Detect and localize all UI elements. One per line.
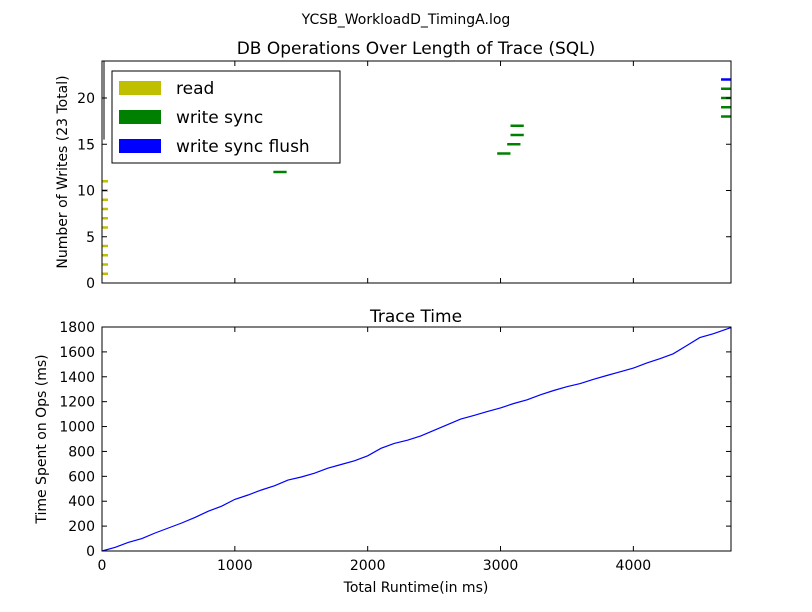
legend-label-read: read	[176, 79, 214, 99]
trace-time-x-tick-label-4: 4000	[616, 558, 652, 574]
trace-time-axes: 0 200 400 600 800 1000 1200 1400 1600 1800 0 1000 20…	[59, 320, 731, 574]
figure-suptitle: YCSB_WorkloadD_TimingA.log	[301, 12, 511, 28]
trace-time-y-tick-label-7: 1400	[59, 370, 95, 386]
operations-y-tick-label-1: 5	[86, 230, 95, 246]
operations-chart-title: DB Operations Over Length of Trace (SQL)	[237, 39, 596, 59]
legend-label-write-sync-flush: write sync flush	[176, 137, 310, 157]
trace-time-y-tick-label-1: 200	[68, 519, 95, 535]
operations-y-tick-label-4: 20	[77, 91, 95, 107]
trace-time-x-tick-label-1: 1000	[217, 558, 253, 574]
trace-time-chart-title: Trace Time	[369, 307, 462, 327]
trace-time-x-axis-label: Total Runtime(in ms)	[343, 580, 489, 596]
trace-time-x-tick-label-2: 2000	[350, 558, 386, 574]
legend-swatch-write-sync	[119, 110, 161, 124]
trace-time-plot-area	[101, 327, 732, 552]
legend-swatch-read	[119, 81, 161, 95]
trace-time-y-tick-label-0: 0	[86, 544, 95, 560]
legend-swatch-write-sync-flush	[119, 139, 161, 153]
trace-time-x-tick-label-0: 0	[98, 558, 107, 574]
trace-time-subplot: Trace Time Time Spent on Ops (ms) Total …	[34, 307, 732, 596]
trace-time-y-tick-label-9: 1800	[59, 320, 95, 336]
operations-y-tick-label-2: 10	[77, 184, 95, 200]
operations-y-axis-label: Number of Writes (23 Total)	[55, 75, 71, 268]
operations-subplot: DB Operations Over Length of Trace (SQL)…	[55, 39, 732, 292]
trace-time-y-tick-label-6: 1200	[59, 395, 95, 411]
trace-time-y-axis-label: Time Spent on Ops (ms)	[34, 354, 50, 524]
operations-y-tick-label-0: 0	[86, 276, 95, 292]
legend: read write sync write sync flush	[111, 70, 341, 164]
legend-label-write-sync: write sync	[176, 108, 263, 128]
trace-time-y-tick-label-3: 600	[68, 469, 95, 485]
trace-time-line-0	[101, 327, 732, 552]
trace-time-y-tick-label-2: 400	[68, 494, 95, 510]
trace-time-axes-frame	[101, 326, 732, 552]
trace-time-y-tick-label-5: 1000	[59, 420, 95, 436]
operations-y-tick-label-3: 15	[77, 137, 95, 153]
trace-time-x-tick-label-3: 3000	[483, 558, 519, 574]
operations-axes-frame	[101, 60, 732, 284]
trace-time-y-tick-label-4: 800	[68, 444, 95, 460]
trace-time-y-tick-label-8: 1600	[59, 345, 95, 361]
